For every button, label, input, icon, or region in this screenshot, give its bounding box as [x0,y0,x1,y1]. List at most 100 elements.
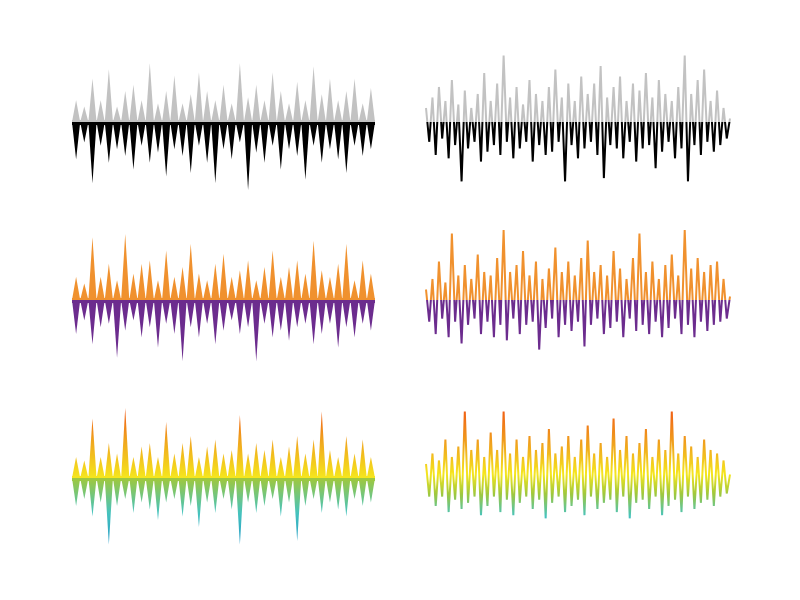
waveform-line-gray-black [425,55,731,182]
spike-down [284,300,294,341]
spike-down [260,478,269,506]
spike-down [309,300,318,345]
spike-down [129,478,138,513]
spike-up [219,253,228,300]
spike-up [227,276,236,300]
spike-down [334,300,343,348]
spike-up [137,446,146,478]
spike-up [334,100,343,122]
spike-down [137,478,146,503]
spike-down [268,478,277,499]
spike-up [268,250,277,300]
spike-up [227,103,236,122]
spike-down [243,478,253,503]
spike-up [145,63,154,122]
spike-up [137,263,146,300]
spike-up [284,103,294,122]
spike-up [178,443,187,478]
spike-up [194,457,204,478]
spike-down [170,122,179,150]
spike-down [96,122,105,146]
spike-up [170,453,179,478]
spike-down [227,122,236,160]
spike-up [96,276,105,300]
spike-up [350,453,359,478]
spike-up [325,276,335,300]
spike-down [260,300,269,324]
spike-down [112,300,122,358]
spike-up [112,453,122,478]
spike-down [121,300,130,331]
spike-down [334,122,343,160]
spike-down [178,122,187,156]
spike-up [301,273,310,300]
spike-down [129,122,138,170]
spike-up [317,411,326,478]
spike-up [162,422,171,478]
spike-up [219,453,228,478]
spike-up [276,276,285,300]
spike-down [104,122,113,163]
spike-down [325,122,335,150]
spike-down [211,122,220,184]
spike-up [260,100,269,122]
spike-up [334,263,343,300]
spike-down [72,122,81,160]
spike-down [72,478,81,506]
waveform-line-rainbow [425,411,731,519]
spike-down [170,478,179,499]
spike-up [252,280,261,300]
spike-up [317,94,326,122]
spike-up [96,100,105,122]
spike-up [72,276,81,300]
spike-down [88,478,97,517]
spike-up [268,439,277,478]
spike-up [268,72,277,122]
spike-down [342,300,351,328]
spike-up [243,260,253,300]
spike-up [309,240,318,300]
spike-down [104,478,113,545]
spike-up [276,91,285,122]
spike-up [350,78,359,122]
spike-down [252,478,261,513]
spike-up [170,75,179,122]
spike-up [80,460,89,478]
spike-down [317,300,326,334]
spike-up [162,250,171,300]
spike-up [293,81,302,122]
spike-down [309,478,318,499]
spike-up [317,270,326,300]
spike-down [194,478,204,527]
spike-up [153,457,163,478]
spike-down [112,478,122,506]
spike-up [162,91,171,122]
spike-down [80,122,89,143]
spike-down [178,478,187,517]
wave-line-lower [426,122,731,182]
spike-down [137,122,146,146]
spike-down [186,300,195,328]
spike-up [178,267,187,300]
spike-up [104,263,113,300]
spike-up [358,260,367,300]
spike-up [88,237,97,300]
spike-up [301,453,310,478]
wave-line-upper [425,55,731,122]
spike-up [276,457,285,478]
spike-up [260,267,269,300]
spike-up [203,280,212,300]
spike-up [194,273,204,300]
spike-down [153,122,163,153]
spike-up [178,103,187,122]
spike-up [309,66,318,122]
spike-up [309,439,318,478]
spike-down [186,122,195,173]
spike-up [145,260,154,300]
spike-up [104,443,113,478]
spike-up [186,436,195,478]
spike-up [80,106,89,122]
spike-up [219,84,228,122]
spike-down [293,478,302,541]
